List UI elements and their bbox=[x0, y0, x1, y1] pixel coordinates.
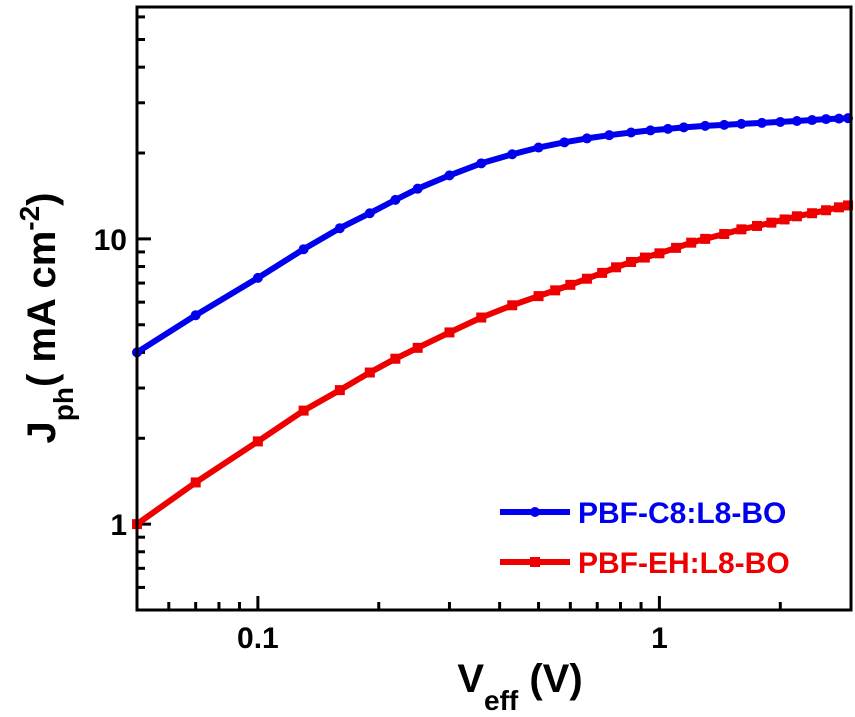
data-point-0 bbox=[791, 115, 802, 126]
x-axis-title-main: V bbox=[457, 657, 484, 701]
legend-marker-eh bbox=[530, 557, 540, 567]
data-point-1 bbox=[766, 217, 777, 228]
y-axis-title-main: J bbox=[20, 421, 64, 443]
y-axis-title: Jph( mA cm-2) bbox=[14, 192, 79, 443]
data-point-0 bbox=[756, 117, 767, 128]
series-line-0 bbox=[134, 115, 852, 356]
data-point-1 bbox=[334, 385, 345, 396]
x-tick-label: 1 bbox=[651, 622, 668, 655]
data-point-1 bbox=[190, 477, 201, 488]
data-point-0 bbox=[678, 122, 689, 133]
legend-label-eh: PBF-EH:L8-BO bbox=[578, 547, 790, 580]
data-point-1 bbox=[626, 256, 637, 267]
legend: PBF-C8:L8-BO PBF-EH:L8-BO bbox=[500, 497, 790, 580]
y-axis-title-sup: -2 bbox=[14, 206, 45, 231]
data-point-1 bbox=[719, 229, 730, 240]
data-point-1 bbox=[736, 224, 747, 235]
data-point-1 bbox=[639, 252, 650, 263]
data-point-1 bbox=[791, 211, 802, 222]
data-point-0 bbox=[298, 244, 309, 255]
data-point-0 bbox=[807, 115, 818, 126]
data-point-1 bbox=[444, 327, 455, 338]
data-point-1 bbox=[364, 367, 375, 378]
data-point-0 bbox=[364, 208, 375, 219]
data-point-1 bbox=[752, 220, 763, 231]
data-point-0 bbox=[821, 114, 832, 125]
data-point-1 bbox=[686, 237, 697, 248]
legend-label-c8: PBF-C8:L8-BO bbox=[578, 497, 786, 530]
data-point-1 bbox=[671, 242, 682, 253]
y-tick-label: 10 bbox=[94, 224, 127, 257]
data-point-1 bbox=[597, 267, 608, 278]
data-point-0 bbox=[252, 272, 263, 283]
data-point-1 bbox=[550, 285, 561, 296]
x-axis-title-rest: (V) bbox=[518, 657, 582, 701]
data-point-0 bbox=[736, 118, 747, 129]
plot-frame bbox=[135, 5, 853, 612]
data-point-0 bbox=[581, 133, 592, 144]
data-point-1 bbox=[507, 300, 518, 311]
data-point-0 bbox=[662, 123, 673, 134]
data-point-1 bbox=[390, 353, 401, 364]
y-axis-title-rest: ( mA cm bbox=[20, 231, 64, 387]
data-point-1 bbox=[700, 233, 711, 244]
data-point-0 bbox=[719, 119, 730, 130]
data-point-0 bbox=[476, 158, 487, 169]
data-point-0 bbox=[533, 142, 544, 153]
data-point-0 bbox=[833, 113, 844, 124]
data-point-1 bbox=[779, 214, 790, 225]
data-point-1 bbox=[807, 208, 818, 219]
data-point-0 bbox=[626, 127, 637, 138]
series-line-1 bbox=[134, 202, 852, 528]
tick-labels: 0.1 1 1 10 bbox=[94, 224, 668, 655]
data-point-1 bbox=[833, 202, 844, 213]
series-layer bbox=[132, 113, 854, 530]
data-point-1 bbox=[843, 200, 854, 211]
data-point-0 bbox=[390, 194, 401, 205]
data-point-0 bbox=[334, 223, 345, 234]
y-axis-title-sub: ph bbox=[48, 387, 79, 421]
y-tick-label: 1 bbox=[110, 509, 127, 542]
legend-item-c8: PBF-C8:L8-BO bbox=[500, 497, 786, 530]
data-point-1 bbox=[581, 273, 592, 284]
data-point-1 bbox=[298, 405, 309, 416]
data-point-1 bbox=[252, 436, 263, 447]
data-point-1 bbox=[821, 205, 832, 216]
data-point-0 bbox=[190, 310, 201, 321]
y-axis-title-end: ) bbox=[20, 192, 64, 205]
data-point-1 bbox=[476, 312, 487, 323]
data-point-0 bbox=[507, 149, 518, 160]
x-axis-title: Veff (V) bbox=[457, 657, 582, 716]
legend-marker-c8 bbox=[530, 507, 540, 517]
data-point-0 bbox=[700, 120, 711, 131]
data-point-1 bbox=[654, 248, 665, 259]
data-point-0 bbox=[645, 125, 656, 136]
x-axis-title-sub: eff bbox=[484, 685, 519, 716]
data-point-1 bbox=[611, 262, 622, 273]
data-point-0 bbox=[444, 170, 455, 181]
data-point-0 bbox=[412, 183, 423, 194]
x-tick-label: 0.1 bbox=[237, 622, 279, 655]
data-point-1 bbox=[412, 342, 423, 353]
data-point-0 bbox=[559, 137, 570, 148]
data-point-0 bbox=[775, 116, 786, 127]
data-point-0 bbox=[604, 130, 615, 141]
legend-item-eh: PBF-EH:L8-BO bbox=[500, 547, 790, 580]
data-point-1 bbox=[533, 291, 544, 302]
data-point-1 bbox=[565, 279, 576, 290]
